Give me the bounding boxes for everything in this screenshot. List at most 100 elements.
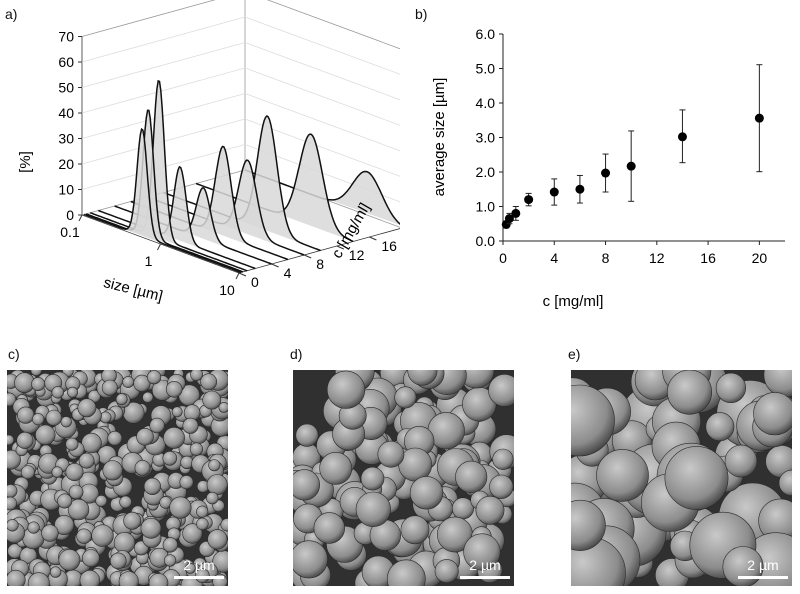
sem-particle: [91, 524, 114, 547]
sem-particle: [407, 370, 438, 386]
sem-particle: [123, 511, 142, 530]
sem-image-d-texture: [293, 370, 514, 586]
sem-particle: [715, 372, 746, 403]
sem-particle: [58, 548, 81, 571]
sem-particle: [778, 469, 792, 496]
sem-particle: [571, 499, 606, 551]
chart-a-edge: [81, 0, 216, 37]
chart-a-z-tick-label: 20: [58, 156, 74, 172]
sem-particle: [30, 370, 42, 377]
sem-particle: [7, 496, 17, 511]
sem-particle: [394, 386, 417, 409]
sem-particle: [293, 469, 320, 501]
panel-label-d: d): [290, 346, 303, 362]
sem-particle: [45, 409, 62, 426]
sem-particle: [667, 370, 712, 415]
sem-particle: [143, 477, 161, 495]
sem-particle: [20, 465, 35, 480]
sem-particle: [409, 476, 444, 510]
sem-particle: [57, 493, 73, 509]
scale-bar-c-line: [174, 576, 224, 579]
sem-particle: [190, 370, 203, 381]
sem-particle: [196, 505, 209, 518]
sem-particle: [664, 446, 729, 510]
chart-a-z-label: [%]: [17, 151, 34, 173]
sem-particle: [110, 552, 127, 570]
chart-a-curve: [85, 109, 244, 273]
sem-particle: [182, 523, 203, 544]
sem-particle: [164, 554, 177, 567]
sem-particle: [319, 452, 353, 485]
chart-a-grid: [81, 16, 246, 63]
sem-particle: [7, 484, 18, 498]
sem-particle: [102, 460, 123, 481]
sem-particle: [51, 466, 63, 478]
sem-particle: [7, 569, 26, 586]
chart-a-grid: [244, 67, 400, 126]
chart-b-point: [504, 214, 514, 224]
chart-a-y-tick: [304, 254, 312, 259]
chart-a-grid: [81, 67, 246, 114]
sem-particle: [134, 460, 151, 476]
sem-particle: [355, 491, 391, 527]
sem-particle: [208, 459, 221, 472]
sem-particle: [293, 540, 328, 579]
sem-particle: [82, 549, 100, 568]
scale-bar-e-label: 2 µm: [747, 557, 778, 573]
sem-particle: [101, 379, 118, 396]
sem-particle: [107, 430, 123, 446]
sem-particle: [66, 386, 78, 398]
sem-particle: [200, 373, 218, 391]
chart-b-x-tick-label: 16: [700, 250, 716, 266]
sem-particle: [753, 392, 792, 436]
sem-particle: [32, 413, 45, 426]
panel-label-b: b): [415, 6, 428, 22]
sem-particle: [7, 519, 19, 532]
sem-particle: [27, 521, 40, 534]
sem-particle: [7, 449, 21, 470]
panel-label-a: a): [5, 6, 18, 22]
panel-label-c: c): [8, 346, 20, 362]
sem-particle: [400, 515, 430, 545]
chart-b-x-tick-label: 4: [550, 250, 558, 266]
chart-a-z-tick-label: 30: [58, 131, 74, 147]
sem-particle: [67, 498, 90, 521]
sem-particle: [118, 571, 139, 586]
sem-particle: [475, 495, 505, 525]
sem-image-c-texture: [7, 370, 228, 586]
chart-b-x-label: c [mg/ml]: [543, 293, 604, 310]
sem-particle: [180, 455, 194, 469]
chart-a-y-tick: [369, 236, 377, 241]
sem-image-e: [571, 370, 792, 586]
chart-b-y-tick-label: 5.0: [476, 61, 496, 77]
sem-particle: [122, 376, 135, 388]
sem-particle: [119, 495, 132, 509]
chart-a-curve-fill: [98, 166, 256, 269]
sem-particle: [202, 390, 222, 410]
chart-a-y-tick-label: 8: [316, 256, 324, 272]
sem-particle: [163, 427, 185, 449]
chart-a-grid: [244, 42, 400, 101]
sem-particle: [488, 374, 514, 407]
sem-particle: [189, 442, 203, 456]
chart-a-y-tick-label: 0: [251, 274, 259, 290]
chart-b-point: [601, 168, 611, 178]
scale-bar-d-line: [460, 576, 510, 579]
sem-particle: [27, 572, 50, 586]
chart-a-y-tick: [336, 245, 344, 250]
sem-particle: [386, 559, 426, 586]
sem-particle: [326, 370, 366, 409]
sem-particle: [7, 434, 15, 446]
chart-b-point: [549, 187, 559, 197]
chart-b-x-tick-label: 0: [499, 250, 507, 266]
sem-image-c: [7, 370, 228, 586]
chart-b-point: [626, 161, 636, 171]
chart-a-x-tick: [78, 214, 83, 222]
chart-a-x-label: size [µm]: [102, 274, 165, 305]
sem-particle: [705, 412, 735, 442]
sem-particle: [489, 474, 514, 499]
sem-particle: [148, 573, 169, 586]
sem-particle: [65, 437, 79, 451]
scale-bar-c: 2 µm: [174, 557, 224, 579]
